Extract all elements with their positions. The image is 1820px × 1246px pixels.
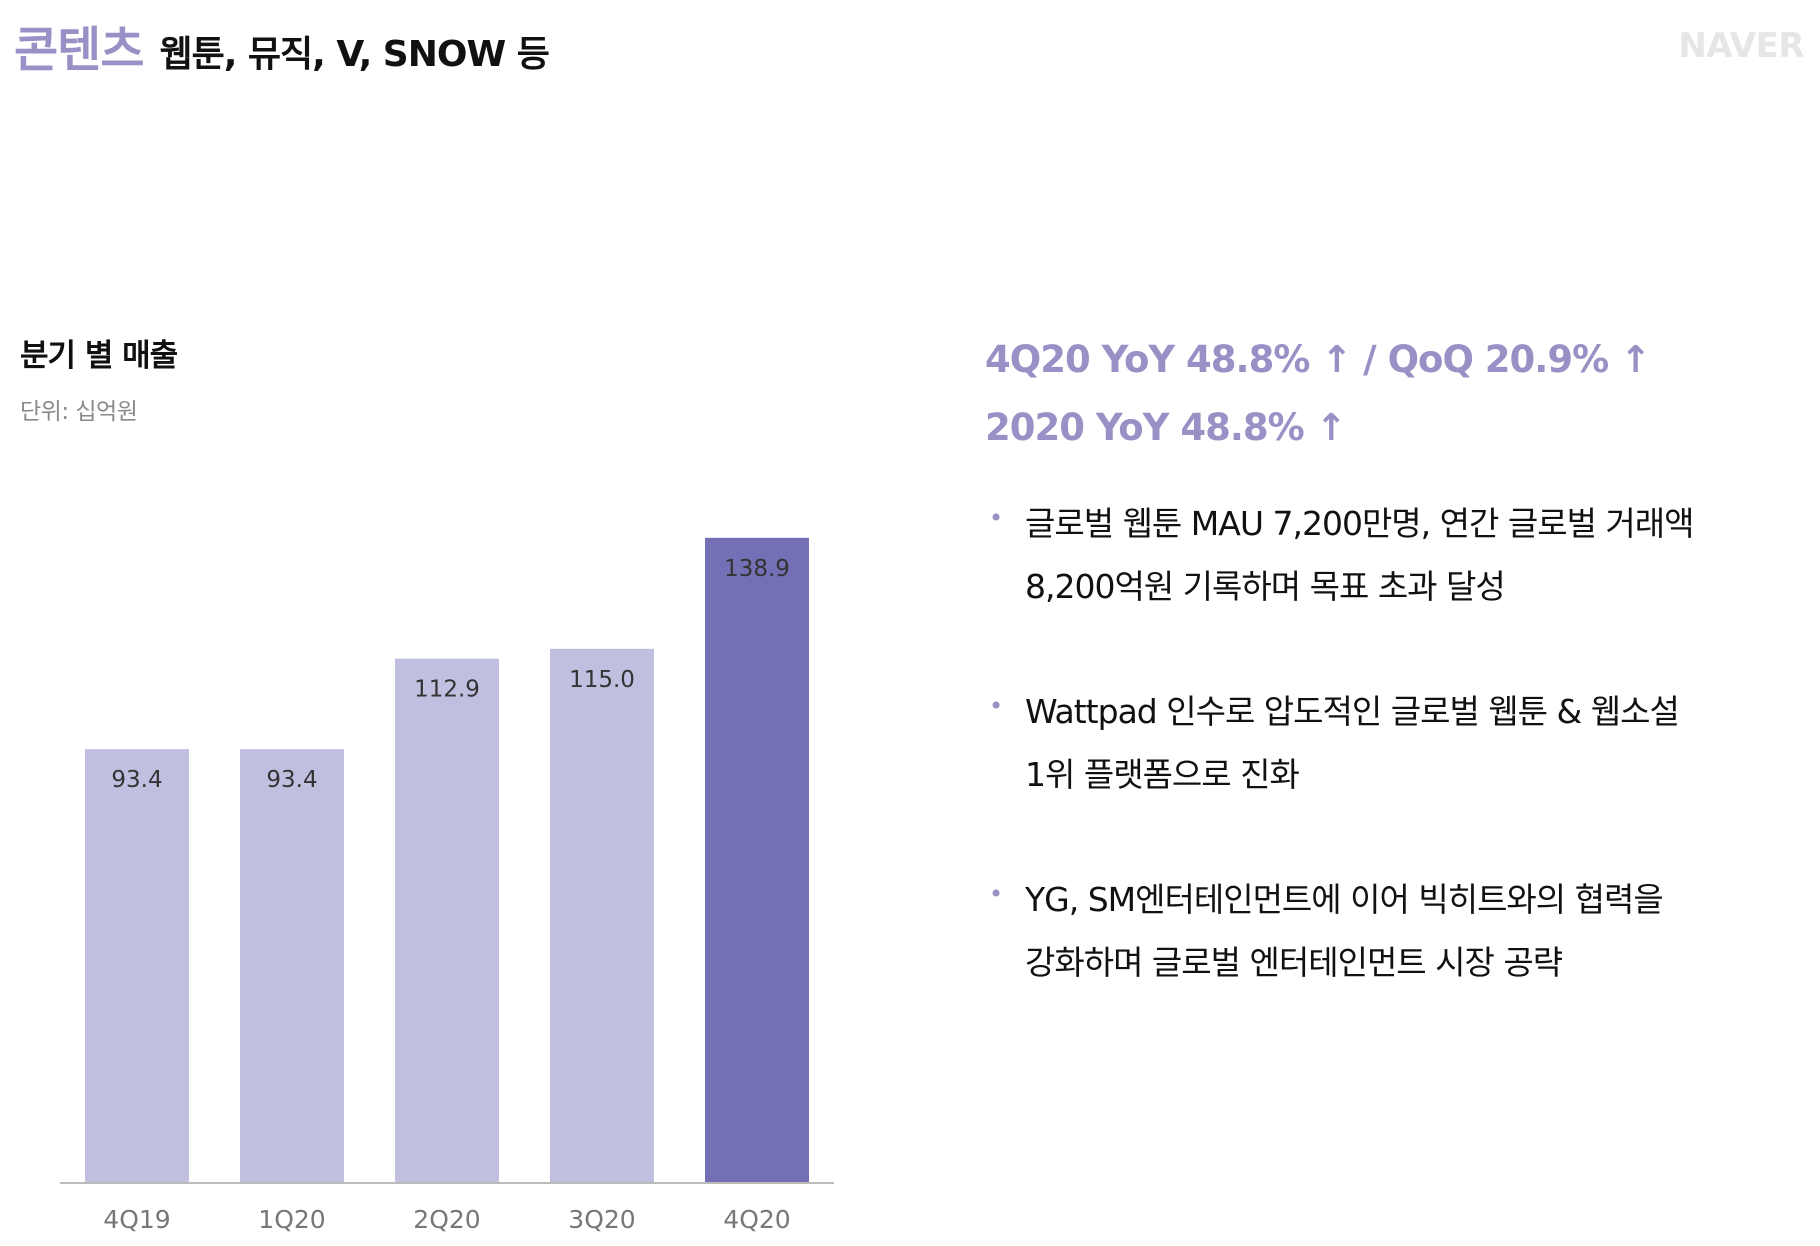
bar-4Q20 — [705, 537, 809, 1183]
x-tick-label: 3Q20 — [568, 1205, 635, 1234]
bullet-item: • YG, SM엔터테인먼트에 이어 빅히트와의 협력을 강화하며 글로벌 엔터… — [985, 868, 1745, 994]
bullet-text-line: 강화하며 글로벌 엔터테인먼트 시장 공략 — [1025, 943, 1563, 982]
x-tick-label: 4Q20 — [723, 1205, 790, 1234]
bar-3Q20 — [550, 648, 654, 1183]
highlight-annual-yoy: 2020 YoY 48.8% ↑ — [985, 406, 1347, 449]
highlights: 4Q20 YoY 48.8% ↑ / QoQ 20.9% ↑ 2020 YoY … — [985, 326, 1705, 462]
bullet-text-line: 글로벌 웹툰 MAU 7,200만명, 연간 글로벌 거래액 — [1025, 504, 1695, 543]
bullet-dot-icon: • — [989, 504, 1004, 532]
chart-title: 분기 별 매출 — [20, 338, 178, 374]
bar-4Q19 — [85, 749, 189, 1183]
bar-value-label: 115.0 — [569, 667, 635, 693]
bar-value-label: 112.9 — [414, 677, 480, 703]
bullet-text-line: 1위 플랫폼으로 진화 — [1025, 755, 1300, 794]
bullet-dot-icon: • — [989, 692, 1004, 720]
bar-chart: 93.4 4Q19 93.4 1Q20 112.9 2Q20 115.0 3Q20 138.9 4… — [60, 537, 834, 1234]
bullet-text-line: 8,200억원 기록하며 목표 초과 달성 — [1025, 567, 1506, 606]
x-tick-label: 1Q20 — [258, 1205, 325, 1234]
slide-header: 콘텐츠 웹툰, 뮤직, V, SNOW 등 — [14, 10, 550, 80]
bar-value-label: 138.9 — [724, 556, 790, 582]
chart-unit-label: 단위: 십억원 — [20, 399, 138, 425]
bar-value-label: 93.4 — [266, 767, 317, 793]
bullet-dot-icon: • — [989, 880, 1004, 908]
highlight-qoq-yoy: 4Q20 YoY 48.8% ↑ / QoQ 20.9% ↑ — [985, 338, 1651, 381]
bar-1Q20 — [240, 749, 344, 1183]
bar-value-label: 93.4 — [111, 767, 162, 793]
section-title: 콘텐츠 — [14, 22, 144, 78]
naver-logo: NAVER — [1678, 26, 1804, 66]
bullet-text-line: YG, SM엔터테인먼트에 이어 빅히트와의 협력을 — [1025, 880, 1664, 919]
x-tick-label: 2Q20 — [413, 1205, 480, 1234]
x-tick-label: 4Q19 — [103, 1205, 170, 1234]
bullet-item: • 글로벌 웹툰 MAU 7,200만명, 연간 글로벌 거래액 8,200억원… — [985, 492, 1745, 618]
section-subtitle: 웹툰, 뮤직, V, SNOW 등 — [159, 34, 549, 75]
bullet-text-line: Wattpad 인수로 압도적인 글로벌 웹툰 & 웹소설 — [1025, 692, 1680, 731]
bar-2Q20 — [395, 658, 499, 1183]
bullet-item: • Wattpad 인수로 압도적인 글로벌 웹툰 & 웹소설 1위 플랫폼으로… — [985, 680, 1745, 806]
bullet-list: • 글로벌 웹툰 MAU 7,200만명, 연간 글로벌 거래액 8,200억원… — [985, 492, 1745, 1056]
